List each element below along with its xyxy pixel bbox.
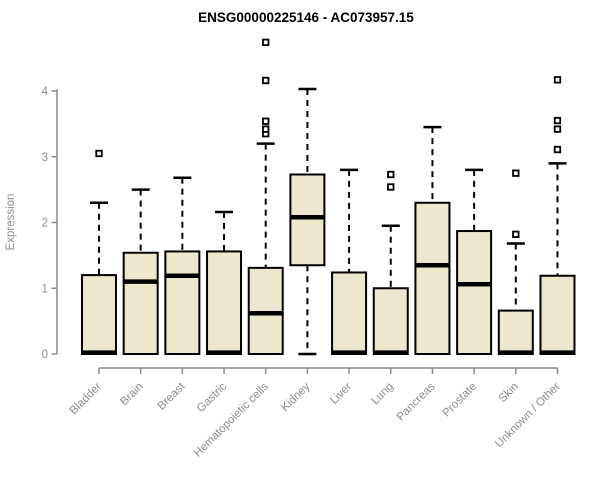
y-tick-label: 3 xyxy=(42,152,48,164)
outlier-point xyxy=(387,183,395,191)
outlier-point xyxy=(553,145,562,154)
boxplot-lung xyxy=(372,170,409,355)
boxes-group xyxy=(81,38,576,356)
x-tick-label: Lung xyxy=(369,381,396,408)
outlier-point xyxy=(262,117,270,125)
boxplot-pancreas xyxy=(414,125,451,355)
boxplot-bladder xyxy=(81,149,117,356)
box-rect xyxy=(539,274,576,356)
boxplot-unknown-other xyxy=(539,76,576,356)
x-tick-label: Gastric xyxy=(195,380,229,414)
x-tick-label: Pancreas xyxy=(395,380,438,423)
x-tick-label: Brain xyxy=(118,381,145,408)
box-rect xyxy=(289,173,326,267)
x-tick-label: Bladder xyxy=(68,381,105,418)
y-tick-label: 4 xyxy=(42,86,49,98)
outlier-point xyxy=(262,38,270,46)
outlier-point xyxy=(262,76,270,85)
x-tick-label: Liver xyxy=(328,381,354,407)
x-tick-label: Breast xyxy=(155,380,188,413)
y-tick-label: 0 xyxy=(42,349,48,361)
box-rect xyxy=(331,271,368,355)
outlier-point xyxy=(262,125,270,133)
box-rect xyxy=(206,250,243,355)
y-tick-label: 1 xyxy=(42,283,48,295)
boxplot-liver xyxy=(331,168,368,355)
outlier-point xyxy=(553,116,562,125)
box-rect xyxy=(122,251,159,355)
outlier-point xyxy=(512,230,520,238)
boxplot-breast xyxy=(164,176,201,355)
x-tick-label: Skin xyxy=(497,381,521,405)
box-rect xyxy=(372,287,409,355)
y-axis-label: Expression xyxy=(5,194,17,251)
boxplot-hematopoietic-cells xyxy=(247,38,284,355)
x-tick-label: Prostate xyxy=(440,381,479,420)
box-rect xyxy=(164,250,201,355)
boxplot-kidney xyxy=(289,87,326,356)
outlier-point xyxy=(512,169,520,177)
outlier-point xyxy=(553,125,562,133)
boxplot-prostate xyxy=(456,168,493,355)
outlier-point xyxy=(95,149,103,158)
boxplot-skin xyxy=(497,169,534,356)
chart-title: ENSG00000225146 - AC073957.15 xyxy=(198,10,414,25)
boxplot-gastric xyxy=(206,210,243,355)
box-rect xyxy=(497,309,534,356)
outlier-point xyxy=(387,170,395,179)
box-rect xyxy=(414,201,451,355)
box-rect xyxy=(81,274,117,356)
outlier-point xyxy=(553,76,562,84)
box-rect xyxy=(456,230,493,355)
x-tick-label: Hematopoietic cells xyxy=(192,380,271,459)
y-tick-label: 2 xyxy=(42,218,48,230)
box-rect xyxy=(247,266,284,355)
boxplot-brain xyxy=(122,188,159,355)
x-tick-label: Kidney xyxy=(279,380,313,414)
